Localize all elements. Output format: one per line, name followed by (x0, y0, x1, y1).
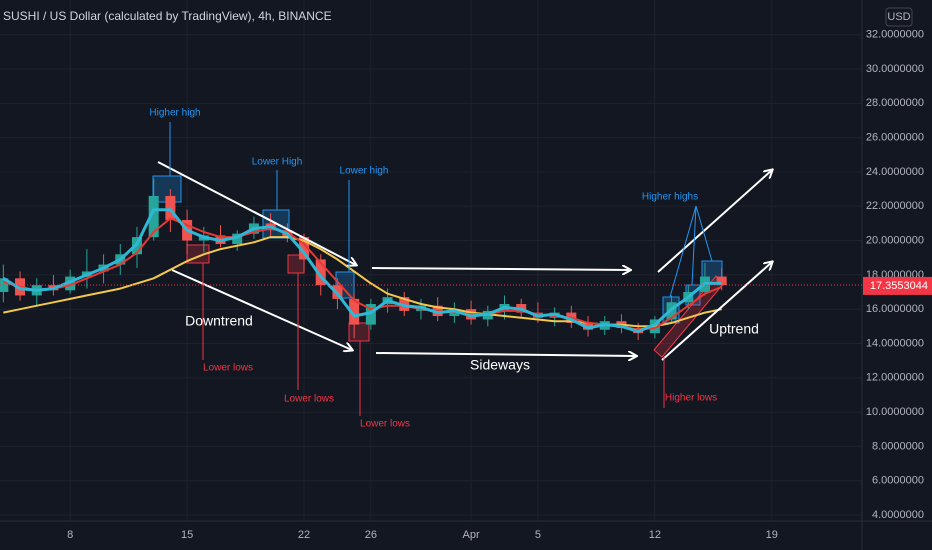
ma-line (2, 208, 722, 333)
x-tick-label: 26 (365, 529, 377, 541)
grid (0, 0, 862, 521)
candle-body (365, 304, 376, 325)
y-tick-label: 14.0000000 (866, 337, 924, 349)
candle-body (232, 233, 243, 244)
candle-body (299, 237, 310, 260)
pointer (691, 205, 697, 286)
y-tick-label: 30.0000000 (866, 63, 924, 75)
candle-body (165, 195, 176, 220)
pointer-lines (169, 122, 713, 416)
x-tick-label: 15 (181, 529, 193, 541)
annotation: Higher highs (642, 192, 698, 203)
currency-box[interactable] (885, 7, 913, 27)
arrow (657, 170, 772, 273)
x-tick-label: 12 (649, 529, 661, 541)
trend-arrows (157, 161, 772, 361)
y-tick-label: 10.0000000 (866, 406, 924, 418)
y-tick-label: 6.0000000 (872, 475, 924, 487)
x-tick-label: Apr (463, 529, 480, 541)
candle-body (716, 276, 727, 286)
y-tick-label: 26.0000000 (866, 132, 924, 144)
x-tick-label: 5 (535, 529, 541, 541)
candle-body (0, 278, 9, 293)
y-tick-label: 24.0000000 (866, 166, 924, 178)
low-box (348, 322, 370, 342)
annotation: Sideways (470, 357, 530, 373)
labels: 4.0000000 6.0000000 8.0000000 10.0000000 12.… (67, 29, 932, 541)
candle-body (399, 297, 410, 311)
y-tick-label: 8.0000000 (872, 440, 924, 452)
candle-body (349, 298, 360, 325)
annotation: Lower lows (360, 419, 410, 430)
y-tick-label: 16.0000000 (866, 303, 924, 315)
arrow (375, 353, 636, 356)
arrow (157, 161, 356, 265)
annotation: Higher high (149, 108, 200, 119)
currency-label: USD (887, 11, 910, 23)
moving-averages (2, 208, 723, 333)
annotation: Downtrend (185, 313, 253, 329)
pointer (669, 205, 697, 298)
arrow (661, 262, 772, 361)
x-tick-label: 8 (67, 529, 73, 541)
y-tick-label: 28.0000000 (866, 97, 924, 109)
y-tick-label: 12.0000000 (866, 372, 924, 384)
candle-body (65, 276, 76, 291)
annotation: Lower high (340, 166, 389, 177)
x-tick-label: 22 (298, 529, 310, 541)
last-price-label: 17.3553044 (870, 280, 928, 292)
y-tick-label: 32.0000000 (866, 29, 924, 41)
y-tick-label: 20.0000000 (866, 234, 924, 246)
candle-body (148, 195, 159, 238)
last-price-box (863, 276, 932, 295)
annotation: Lower lows (203, 363, 253, 374)
x-tick-label: 19 (766, 529, 778, 541)
chart-title: SUSHI / US Dollar (calculated by Trading… (3, 9, 332, 23)
arrow (371, 268, 630, 270)
annotation: Lower High (252, 157, 303, 168)
annotation: Lower lows (284, 394, 334, 405)
annotation: Uptrend (709, 321, 759, 337)
pointer (695, 205, 713, 262)
arrow (171, 269, 352, 350)
candle-body (583, 322, 594, 330)
y-tick-label: 22.0000000 (866, 200, 924, 212)
candle-body (315, 259, 326, 286)
annotation: Higher lows (665, 393, 717, 404)
y-tick-label: 4.0000000 (872, 509, 924, 521)
